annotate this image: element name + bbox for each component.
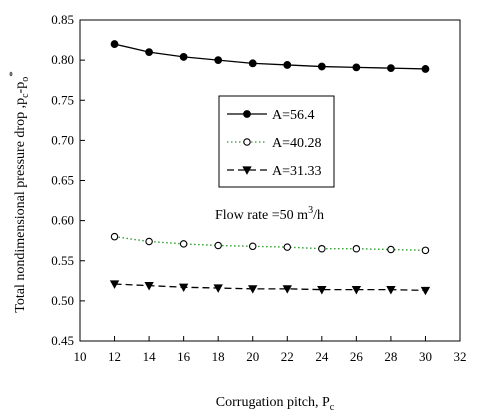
series-line xyxy=(114,283,426,292)
legend-box xyxy=(218,95,335,188)
series-1 xyxy=(110,40,430,73)
x-tick-label: 26 xyxy=(350,349,364,364)
y-tick-label: 0.80 xyxy=(51,52,74,67)
data-point xyxy=(352,63,361,72)
data-point xyxy=(317,286,327,295)
data-point xyxy=(248,242,257,251)
data-point xyxy=(214,241,222,250)
flow-rate-annotation: Flow rate =50 m3/h xyxy=(215,205,324,223)
data-point xyxy=(248,59,257,68)
legend-label: A=40.28 xyxy=(272,136,322,151)
y-tick-label: 0.55 xyxy=(51,253,74,268)
data-point xyxy=(145,48,153,56)
legend-entry: A=56.4 xyxy=(227,108,315,123)
x-tick-label: 24 xyxy=(315,349,329,364)
flow-rate-unit-tail: /h xyxy=(313,208,324,223)
series-line xyxy=(114,235,426,252)
series-line xyxy=(114,43,426,70)
y-axis-title-mid: -p xyxy=(13,82,28,94)
legend-marker xyxy=(243,138,251,146)
data-point xyxy=(109,280,120,289)
x-axis-title-text: Corrugation pitch, P xyxy=(216,395,330,410)
series-layer xyxy=(109,40,431,296)
data-point xyxy=(387,64,395,73)
data-point xyxy=(420,286,431,296)
data-point xyxy=(421,65,430,73)
data-point xyxy=(213,284,223,293)
series-3 xyxy=(109,280,431,296)
y-tick-label: 0.65 xyxy=(51,173,74,188)
x-tick-label: 20 xyxy=(246,349,259,364)
x-axis-title-sub: c xyxy=(330,402,335,413)
y-axis-title-text: Total nondimensional pressure drop ,p xyxy=(13,98,28,313)
y-axis-title-sub1: c xyxy=(20,93,31,98)
data-point xyxy=(282,285,292,294)
legend-marker xyxy=(242,166,252,175)
y-tick-label: 0.85 xyxy=(51,12,74,27)
x-tick-label: 14 xyxy=(143,349,157,364)
data-point xyxy=(178,283,189,293)
data-point xyxy=(283,243,292,251)
data-point xyxy=(386,286,396,295)
x-tick-label: 18 xyxy=(212,349,225,364)
data-point xyxy=(110,40,119,48)
data-point xyxy=(421,246,430,255)
legend-label: A=31.33 xyxy=(272,164,322,179)
data-point xyxy=(179,240,188,248)
y-tick-label: 0.60 xyxy=(51,213,74,228)
legend-label: A=56.4 xyxy=(272,108,315,123)
flow-rate-text: Flow rate =50 m xyxy=(215,208,308,223)
y-axis-title-sub2: o xyxy=(20,77,31,82)
x-tick-label: 16 xyxy=(177,349,191,364)
x-tick-label: 12 xyxy=(108,349,121,364)
data-point xyxy=(248,285,258,294)
data-point xyxy=(352,244,361,253)
data-point xyxy=(144,282,154,291)
x-tick-label: 10 xyxy=(74,349,87,364)
flow-rate-unit-sup: 3 xyxy=(308,205,313,216)
y-tick-label: 0.50 xyxy=(51,293,74,308)
y-axis-title-sup: * xyxy=(7,71,19,77)
y-axis-title: Total nondimensional pressure drop ,pc-p… xyxy=(7,71,31,312)
y-tick-label: 0.45 xyxy=(51,333,74,348)
data-point xyxy=(283,61,292,69)
data-point xyxy=(145,237,153,246)
x-tick-label: 30 xyxy=(419,349,432,364)
data-point xyxy=(387,245,395,254)
y-tick-label: 0.70 xyxy=(51,132,74,147)
x-tick-label: 28 xyxy=(384,349,397,364)
data-point xyxy=(214,56,223,65)
y-axis-ticks: 0.45 0.50 0.55 0.60 0.65 0.70 0.75 0.80 0.85 xyxy=(51,12,85,348)
legend: A=56.4 A=40.28 A=31.33 xyxy=(218,95,335,188)
y-tick-label: 0.75 xyxy=(51,92,74,107)
x-tick-label: 22 xyxy=(281,349,294,364)
data-point xyxy=(179,53,188,61)
x-tick-label: 32 xyxy=(454,349,467,364)
legend-marker xyxy=(243,110,251,118)
x-axis-ticks: 10 12 14 16 18 20 22 24 26 28 30 32 xyxy=(74,336,467,364)
legend-entry: A=40.28 xyxy=(227,136,322,151)
legend-entry: A=31.33 xyxy=(227,164,322,179)
data-point xyxy=(110,232,119,241)
data-point xyxy=(317,62,326,71)
data-point xyxy=(318,244,326,253)
data-point xyxy=(351,286,362,295)
series-2 xyxy=(110,232,430,255)
x-axis-title: Corrugation pitch, Pc xyxy=(216,395,335,413)
